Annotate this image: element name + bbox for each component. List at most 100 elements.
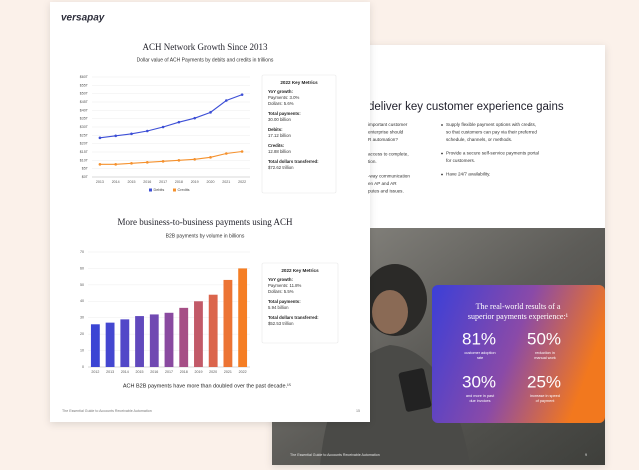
stat-label: rate (477, 356, 484, 360)
x-tick-label: 2016 (143, 180, 151, 184)
metric-label: Total dollars transferred: (268, 315, 319, 320)
y-tick-label: $0T (82, 175, 89, 179)
metric-label: Total dollars transferred: (268, 159, 319, 164)
data-point (98, 136, 102, 140)
bullet-dot (441, 173, 443, 176)
metric-value: Dollars: 5.6% (268, 101, 294, 106)
data-point (240, 150, 244, 153)
metric-label: Credits: (268, 143, 285, 148)
legend-swatch (149, 188, 152, 192)
stat-label: of payment (536, 399, 556, 403)
y-tick-label: 40 (80, 299, 84, 303)
bar (90, 324, 100, 367)
x-tick-label: 2018 (175, 180, 183, 184)
y-tick-label: 50 (80, 283, 84, 287)
metric-label: Total payments: (268, 111, 301, 116)
x-tick-label: 2013 (106, 370, 114, 374)
metrics-box (261, 74, 337, 194)
x-tick-label: 2014 (121, 370, 129, 374)
body-text: important customer (368, 122, 408, 127)
y-tick-label: $50T (80, 92, 89, 96)
metric-value: 30.00 billion (268, 117, 292, 122)
x-tick-label: 2016 (150, 370, 158, 374)
data-point (130, 132, 133, 136)
data-point (98, 163, 102, 166)
metric-value: $72.62 trillion (268, 165, 294, 170)
front-page-number: 15 (356, 409, 360, 413)
x-tick-label: 2017 (159, 180, 167, 184)
bar (120, 319, 130, 367)
bar (149, 314, 159, 367)
data-point (225, 152, 228, 155)
y-tick-label: $45T (80, 100, 89, 104)
series-line (99, 94, 243, 139)
data-point (177, 120, 181, 124)
y-tick-label: 10 (80, 349, 84, 353)
x-tick-label: 2022 (239, 370, 247, 374)
metric-label: Total payments: (268, 299, 301, 304)
stat-label: manual work (534, 356, 556, 360)
data-point (146, 129, 149, 133)
x-tick-label: 2022 (238, 180, 246, 184)
x-tick-label: 2012 (91, 370, 99, 374)
chart-subtitle: Dollar value of ACH Payments by debits a… (137, 57, 274, 63)
logo: versapay (61, 13, 105, 24)
data-point (240, 93, 244, 96)
metrics-title: 2022 Key Metrics (280, 80, 318, 85)
x-tick-label: 2015 (128, 180, 136, 184)
bar (223, 279, 233, 367)
metric-label: YoY growth: (268, 89, 293, 94)
y-tick-label: $30T (80, 125, 89, 129)
body-text: access to complete, (368, 152, 409, 157)
y-tick-label: 0 (82, 365, 84, 369)
bullet-text: for customers. (446, 158, 475, 163)
bullet-text: Have 24/7 availability. (446, 172, 490, 177)
back-footer: The Essential Guide to Accounts Receivab… (290, 453, 380, 457)
data-point (114, 163, 117, 166)
y-tick-label: $5T (82, 167, 89, 171)
body-text: tion. (368, 159, 377, 164)
photo-face (372, 290, 408, 334)
bullet-text: Supply flexible payment options with cre… (446, 122, 536, 127)
x-tick-label: 2017 (165, 370, 173, 374)
metric-value: 17.12 billion (268, 133, 292, 138)
bar (179, 307, 189, 367)
card-heading: superior payments experience:¹ (468, 312, 569, 321)
metric-value: Payments: 11.8% (268, 283, 302, 288)
stat-value: 30% (462, 372, 496, 391)
series-line (99, 150, 243, 165)
y-tick-label: 60 (80, 266, 84, 270)
data-point (146, 161, 149, 164)
metric-value: Dollars: 5.5% (268, 289, 294, 294)
x-tick-label: 2020 (209, 370, 217, 374)
metric-value: Payments: 3.0% (268, 95, 299, 100)
body-text: R automation? (368, 137, 398, 142)
x-tick-label: 2013 (96, 180, 104, 184)
chart-subtitle: B2B payments by volume in billions (166, 233, 245, 239)
stat-value: 25% (527, 372, 561, 391)
y-tick-label: $25T (80, 133, 89, 137)
chart-title: More business-to-business payments using… (118, 217, 293, 227)
metric-value: 5.94 billion (268, 305, 289, 310)
bullet-text: schedule, channels, or methods. (446, 137, 512, 142)
body-text: -way communication (368, 174, 410, 179)
y-tick-label: $10T (80, 158, 89, 162)
data-point (225, 99, 228, 102)
x-tick-label: 2019 (194, 370, 202, 374)
photo-tablet (398, 368, 432, 412)
y-tick-label: $55T (80, 83, 89, 87)
bullet-text: Provide a secure self-service payments p… (446, 151, 539, 156)
x-tick-label: 2014 (112, 180, 120, 184)
data-point (209, 111, 212, 114)
body-text: enterprise should (368, 130, 404, 135)
bullet-text: so that customers can pay via their pref… (446, 130, 537, 135)
data-point (177, 159, 181, 162)
legend-label: Debits (154, 188, 165, 192)
bullet-dot (441, 124, 443, 126)
bar (194, 301, 203, 367)
y-tick-label: $40T (80, 108, 89, 112)
bar (105, 322, 115, 367)
data-point (161, 125, 165, 129)
stat-label: customer adoption (464, 351, 495, 355)
